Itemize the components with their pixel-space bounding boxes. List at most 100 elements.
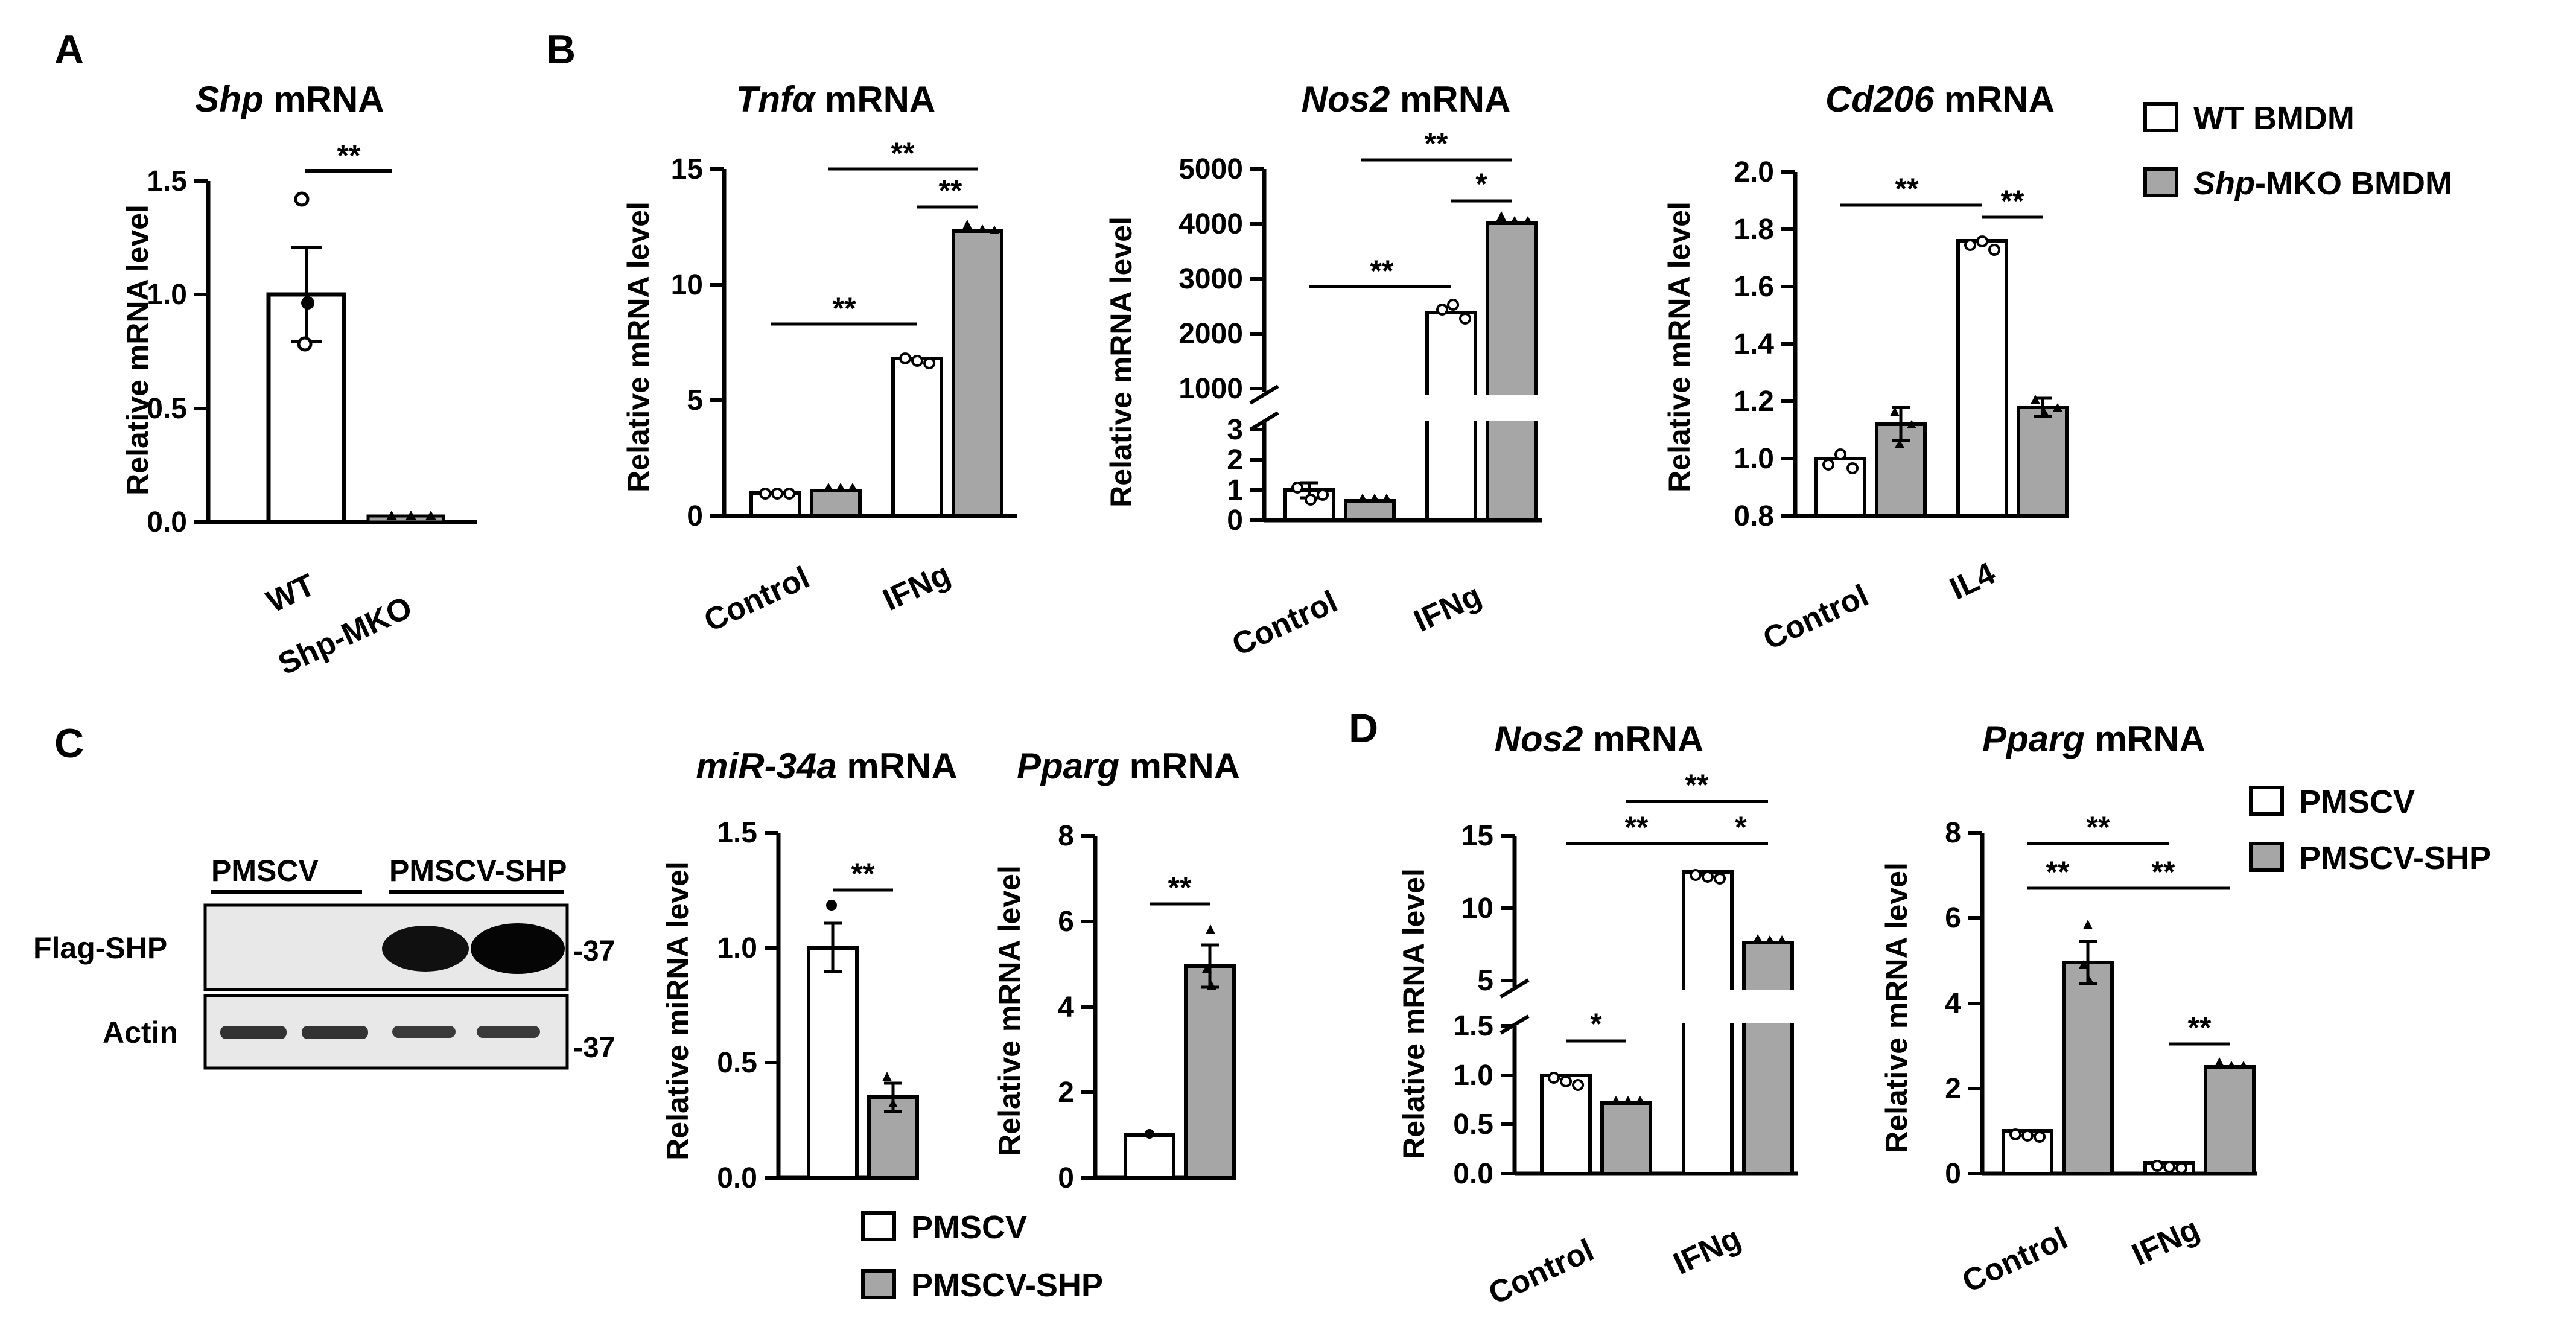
chart-b3-ytick-label: 1.6 <box>1734 271 1774 303</box>
chart-b2-ytick-label: 4000 <box>1178 208 1243 240</box>
chart-b1-sig-label: ** <box>891 136 915 170</box>
chart-a-ylabel: Relative mRNA level <box>121 205 154 495</box>
chart-b1-bar-mko-ifng <box>952 229 1003 518</box>
chart-d1-sig-label: ** <box>1685 768 1709 802</box>
chart-d1-title-gene: Nos2 <box>1495 719 1583 759</box>
chart-d1-xcat: Control <box>1483 1233 1599 1312</box>
chart-b2-data-points <box>1358 494 1391 502</box>
chart-a-title-suffix: mRNA <box>264 79 384 119</box>
chart-d2-data-points <box>2151 1160 2187 1174</box>
chart-b1-title-suffix: mRNA <box>815 79 935 119</box>
chart-b1-ytick-label: 0 <box>687 500 703 532</box>
legend-b-label-mko-rest: -MKO BMDM <box>2255 165 2452 202</box>
panel-label-d: D <box>1349 705 1378 751</box>
chart-c1-sig-label: ** <box>851 857 875 891</box>
chart-c1-ytick-marks <box>765 831 778 1180</box>
chart-c1-ylabel: Relative miRNA level <box>661 861 695 1160</box>
blot-band <box>302 1026 368 1039</box>
chart-b3-title-gene: Cd206 <box>1825 79 1935 119</box>
chart-b3-sig-label: ** <box>2001 184 2024 218</box>
chart-c1-title: miR-34a mRNA <box>696 746 957 786</box>
chart-d2-ytick-label: 2 <box>1945 1073 1961 1105</box>
chart-b3-data-points <box>1964 235 2000 256</box>
legend-d: PMSCV PMSCV-SHP <box>2249 784 2491 876</box>
chart-b3-ytick-label: 1.0 <box>1734 443 1774 475</box>
chart-c1-ytick-label: 0.5 <box>717 1047 757 1079</box>
legend-d-swatch-pmscv <box>2249 786 2284 816</box>
chart-c1-ytick-label: 1.5 <box>717 817 757 849</box>
blot-marker-value: 37 <box>583 935 615 967</box>
chart-b2-ytick-label: 3 <box>1227 414 1243 446</box>
chart-b2-axis-break <box>1249 384 1279 431</box>
chart-b1-sig-label: ** <box>939 174 962 208</box>
chart-b1-title: Tnfα mRNA <box>736 79 936 119</box>
legend-c: PMSCV PMSCV-SHP <box>861 1209 1103 1303</box>
chart-b3-ytick-marks <box>1781 170 1795 518</box>
chart-b1-bar-mko-control <box>810 489 862 518</box>
chart-b2-sig-label: * <box>1475 167 1487 201</box>
chart-a-xcat: WT <box>261 567 320 620</box>
chart-b3-xcat: IL4 <box>1945 556 2001 606</box>
chart-a-ytick-label: 1.5 <box>147 165 187 197</box>
chart-a-data-point <box>294 191 310 207</box>
chart-d2-xcat: Control <box>1957 1221 2073 1300</box>
chart-c1-ytick-label: 1.0 <box>717 932 757 964</box>
chart-c2: Pparg mRNA Relative mRNA level 8 6 4 2 0… <box>993 746 1240 1194</box>
chart-d2-sig-label: ** <box>2188 1011 2212 1045</box>
chart-b3: Cd206 mRNA Relative mRNA level 2.0 1.8 1… <box>1662 79 2069 657</box>
chart-b2-data-points <box>1436 299 1471 325</box>
chart-b2-ytick-marks <box>1250 167 1264 522</box>
chart-d1-data-points <box>1690 869 1726 885</box>
chart-d1-xcat: IFNg <box>1668 1220 1746 1281</box>
chart-b2-title-gene: Nos2 <box>1302 79 1390 119</box>
blot-marker: -37 <box>573 935 615 967</box>
chart-c2-title-gene: Pparg <box>1017 746 1119 786</box>
chart-c2-title-suffix: mRNA <box>1119 746 1240 786</box>
chart-b2-bar-mko-control <box>1344 499 1396 522</box>
chart-d2-ytick-label: 8 <box>1945 817 1961 849</box>
chart-b1-ytick-marks <box>710 167 724 518</box>
chart-b2-break-gap <box>1418 395 1545 421</box>
legend-c-label-pmscv: PMSCV <box>911 1209 1027 1245</box>
chart-c1-data-points <box>882 1072 898 1107</box>
chart-b3-xcat: Control <box>1758 578 1874 657</box>
chart-c2-bar-pmscv-shp <box>1184 964 1236 1180</box>
chart-b2-xcat: IFNg <box>1409 577 1487 638</box>
chart-b3-bar-wt-il4 <box>1956 239 2008 518</box>
chart-b1-ytick-label: 10 <box>671 269 703 301</box>
blot-lane-label: PMSCV <box>211 854 319 888</box>
chart-c2-ytick-label: 6 <box>1058 906 1074 938</box>
chart-b3-ytick-label: 1.2 <box>1734 386 1774 418</box>
chart-b2-ytick-label: 3000 <box>1178 263 1243 295</box>
chart-b2-ylabel: Relative mRNA level <box>1104 217 1138 507</box>
chart-b1-ytick-label: 15 <box>671 153 703 185</box>
chart-d1: Nos2 mRNA Relative mRNA level 15 10 5 1.… <box>1397 719 1801 1312</box>
chart-c1-title-suffix: mRNA <box>837 746 958 786</box>
chart-d1-ytick-label: 0.0 <box>1453 1158 1493 1190</box>
chart-d1-title-suffix: mRNA <box>1583 719 1703 759</box>
chart-d1-ytick-label: 1.5 <box>1453 1010 1493 1042</box>
chart-d2-data-points <box>2079 920 2094 985</box>
legend-d-swatch-shp <box>2249 842 2284 872</box>
chart-a-ytick-label: 0.5 <box>147 393 187 425</box>
chart-d1-ytick-label: 15 <box>1461 820 1493 852</box>
blot-row-label: Actin <box>103 1016 178 1049</box>
legend-c-label-shp: PMSCV-SHP <box>911 1267 1103 1303</box>
chart-b1-data-points <box>899 352 935 369</box>
chart-d1-data-points <box>1753 934 1787 944</box>
legend-d-label-pmscv: PMSCV <box>2299 784 2415 820</box>
chart-b2-ytick-label: 1 <box>1227 474 1243 506</box>
chart-b1-xcat: IFNg <box>878 556 956 617</box>
chart-c2-bar-pmscv <box>1124 1133 1175 1180</box>
chart-b3-title: Cd206 mRNA <box>1825 79 2055 119</box>
chart-a-data-point <box>386 511 436 520</box>
chart-b3-ytick-label: 1.4 <box>1734 328 1774 360</box>
chart-d2-title: Pparg mRNA <box>1982 719 2206 759</box>
chart-b1-title-gene: Tnfα <box>736 79 816 119</box>
chart-d2-sig-label: ** <box>2152 855 2175 889</box>
blot-band <box>220 1026 287 1039</box>
chart-d2-ylabel: Relative mRNA level <box>1880 862 1913 1153</box>
chart-c1: miR-34a mRNA Relative miRNA level 1.5 1.… <box>661 746 958 1194</box>
chart-c1-title-gene: miR-34a <box>696 746 836 786</box>
